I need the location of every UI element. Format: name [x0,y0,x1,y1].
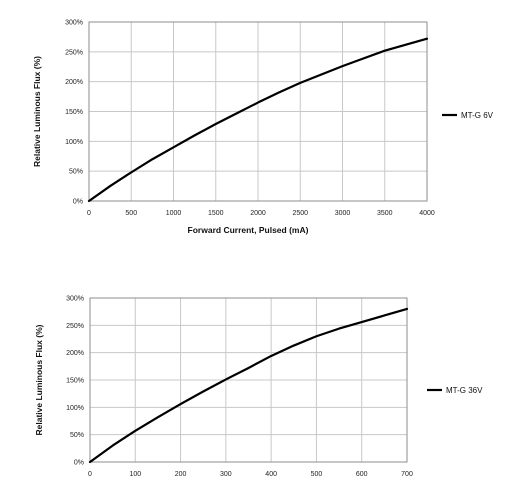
y-tick-label: 50% [70,432,84,439]
x-tick-label: 500 [311,471,323,478]
y-axis-title: Relative Luminous Flux (%) [34,324,44,435]
x-tick-label: 3500 [377,210,393,217]
y-tick-label: 250% [66,323,84,330]
series-line [87,37,429,203]
y-tick-label: 100% [66,405,84,412]
x-tick-label: 0 [87,210,91,217]
x-tick-label: 4000 [419,210,435,217]
x-tick-label: 200 [175,471,187,478]
x-tick-label: 1000 [166,210,182,217]
y-tick-label: 150% [65,109,83,116]
legend-label: MT-G 6V [461,111,494,120]
y-axis-title: Relative Luminous Flux (%) [32,56,42,167]
y-tick-label: 300% [66,296,84,303]
x-tick-label: 300 [220,471,232,478]
plot-frame [89,297,408,463]
x-tick-label: 600 [356,471,368,478]
x-tick-label: 500 [125,210,137,217]
y-tick-label: 200% [66,350,84,357]
y-tick-label: 50% [69,169,83,176]
chart-2: 0 100 200 300 400 500 600 700 0% 50% 100% 150% 200% 2… [34,296,483,479]
x-tick-label: 700 [401,471,413,478]
plot-frame [88,21,428,202]
x-tick-label: 0 [88,471,92,478]
x-axis-title: Forward Current, Pulsed (mA) [188,225,309,235]
x-tick-label: 100 [129,471,141,478]
y-tick-label: 0% [73,199,83,206]
legend-label: MT-G 36V [446,386,483,395]
y-tick-label: 0% [74,460,84,467]
x-tick-label: 2500 [292,210,308,217]
x-tick-label: 400 [265,471,277,478]
series-line [88,307,409,464]
x-tick-label: 2000 [250,210,266,217]
y-tick-label: 200% [65,79,83,86]
x-tick-label: 3000 [335,210,351,217]
y-tick-label: 300% [65,20,83,27]
y-tick-label: 250% [65,49,83,56]
x-tick-label: 1500 [208,210,224,217]
y-tick-label: 100% [65,139,83,146]
chart-1: 0 500 1000 1500 2000 2500 3000 3500 4000 0% 50% 100… [32,20,494,236]
y-tick-label: 150% [66,378,84,385]
